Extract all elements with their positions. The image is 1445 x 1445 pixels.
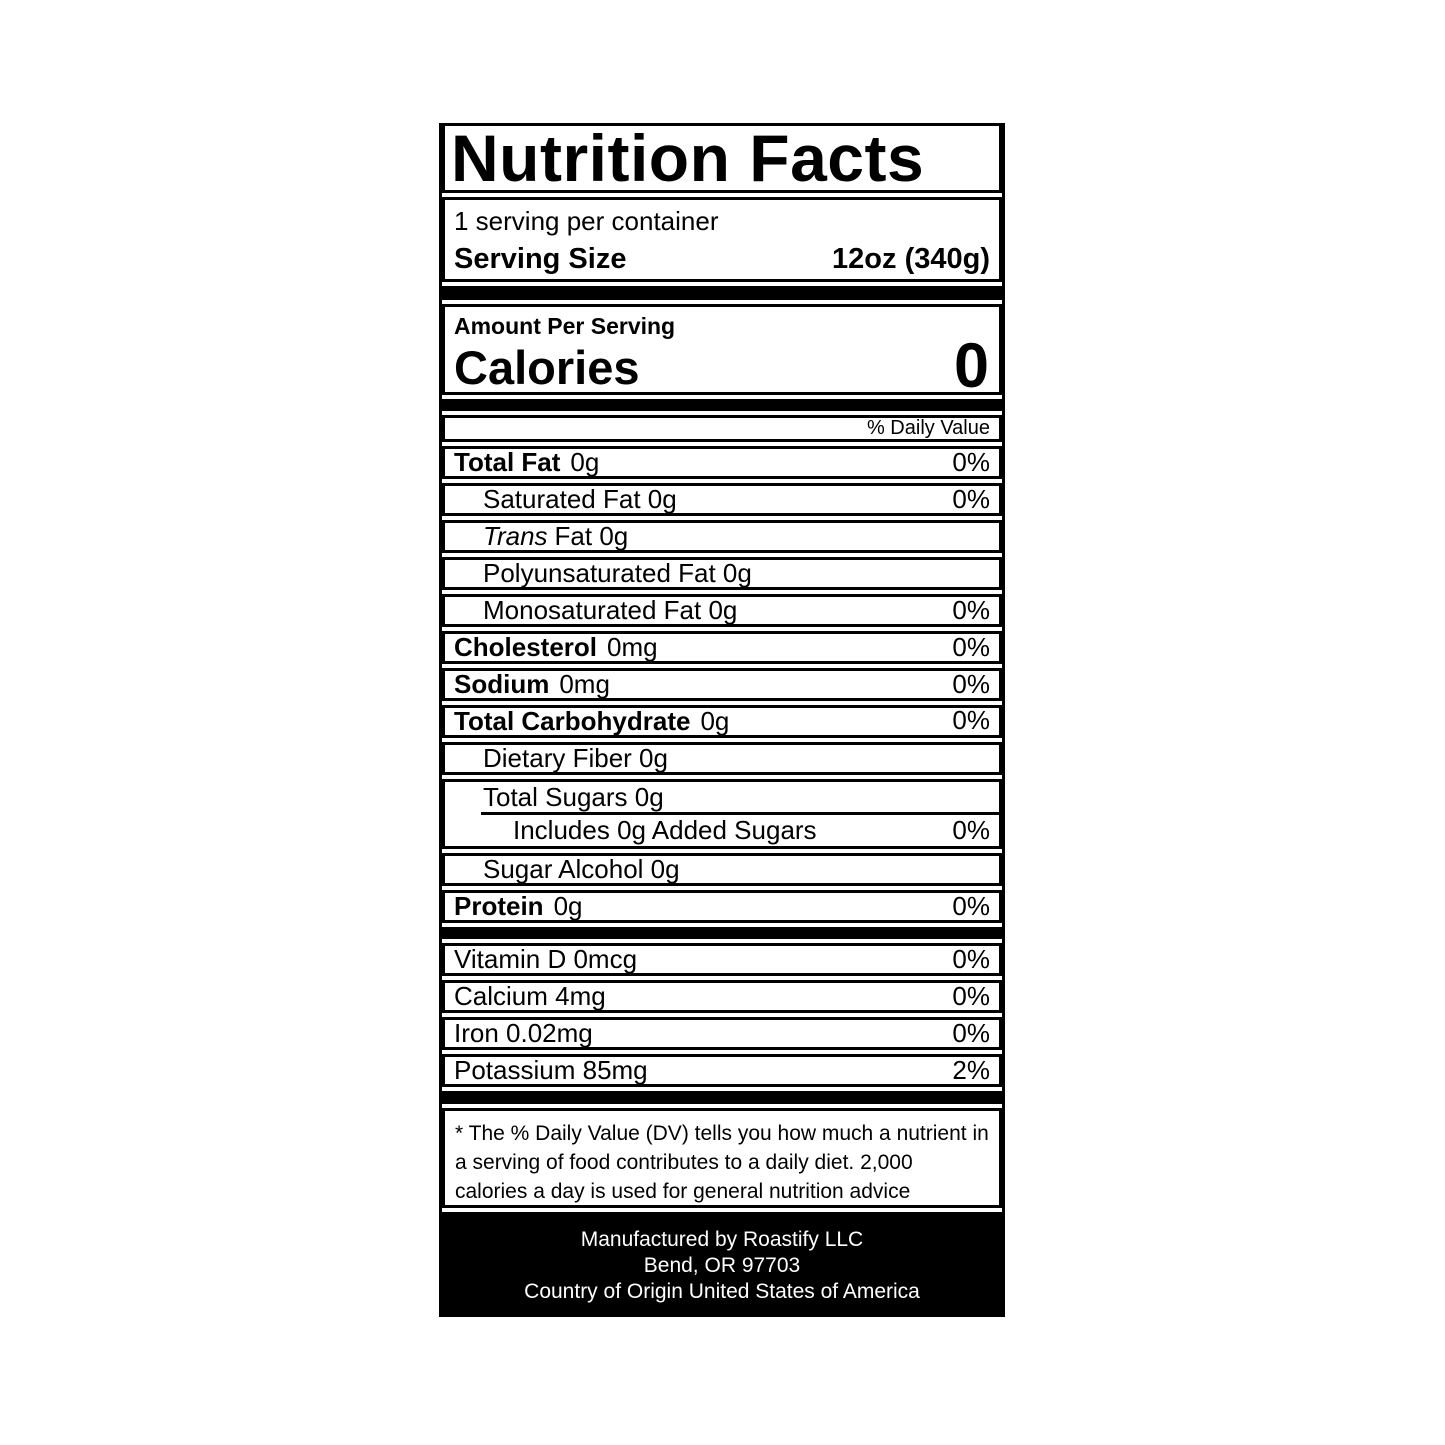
calories-value: 0 [953, 331, 989, 401]
manufacturer-footer: Manufactured by Roastify LLC Bend, OR 97… [442, 1212, 1002, 1317]
country-of-origin: Country of Origin United States of Ameri… [524, 1280, 920, 1303]
nutrient-row-dietary-fiber: Dietary Fiber 0g [442, 742, 1002, 775]
micronutrient-row-calcium: Calcium 4mg 0% [442, 980, 1002, 1013]
nutrient-row-saturated-fat: Saturated Fat 0g 0% [442, 483, 1002, 516]
calories-label: Calories [454, 341, 640, 394]
nutrient-name-italic: Trans [483, 521, 548, 551]
thick-divider [442, 1091, 1002, 1104]
label-title: Nutrition Facts [442, 123, 1002, 193]
nutrient-label: Fat 0g [554, 521, 629, 551]
micronutrient-row-iron: Iron 0.02mg 0% [442, 1017, 1002, 1050]
nutrient-label: Dietary Fiber 0g [483, 743, 668, 773]
nutrition-facts-label: Nutrition Facts 1 serving per container … [439, 123, 1005, 1317]
nutrient-row-monosaturated-fat: Monosaturated Fat 0g 0% [442, 594, 1002, 627]
daily-value: 0% [952, 944, 990, 974]
micronutrient-row-potassium: Potassium 85mg 2% [442, 1054, 1002, 1087]
daily-value: 0% [952, 632, 990, 662]
amount-per-serving-label: Amount Per Serving [454, 313, 676, 339]
daily-value: 2% [952, 1055, 990, 1085]
nutrient-row-sodium: Sodium 0mg 0% [442, 668, 1002, 701]
serving-size-row: Serving Size 12oz (340g) [454, 239, 990, 279]
daily-value: 0% [952, 891, 990, 921]
thick-divider [442, 399, 1002, 411]
nutrient-label: Saturated Fat 0g [483, 484, 677, 514]
nutrient-name: Sodium [454, 669, 550, 699]
nutrient-amount: 0g [700, 706, 730, 736]
daily-value-footnote: * The % Daily Value (DV) tells you how m… [442, 1108, 1002, 1208]
daily-value: 0% [952, 484, 990, 514]
nutrient-label: Vitamin D 0mcg [454, 944, 638, 974]
nutrient-row-protein: Protein 0g 0% [442, 890, 1002, 923]
nutrient-row-cholesterol: Cholesterol 0mg 0% [442, 631, 1002, 664]
nutrient-row-trans-fat: Trans Fat 0g [442, 520, 1002, 553]
nutrient-name: Total Carbohydrate [454, 706, 691, 736]
nutrient-amount: 0mg [559, 669, 610, 699]
micronutrient-row-vitamin-d: Vitamin D 0mcg 0% [442, 943, 1002, 976]
daily-value: 0% [952, 447, 990, 477]
calories-row: Calories 0 [454, 331, 989, 401]
nutrient-name: Protein [454, 891, 544, 921]
nutrient-row-total-carbohydrate: Total Carbohydrate 0g 0% [442, 705, 1002, 738]
daily-value-header: % Daily Value [442, 415, 1002, 442]
nutrient-label: Includes 0g Added Sugars [513, 815, 817, 845]
nutrient-amount: 0g [570, 447, 600, 477]
nutrient-name: Cholesterol [454, 632, 598, 662]
nutrient-label: Polyunsaturated Fat 0g [483, 558, 752, 588]
daily-value: 0% [952, 705, 990, 735]
nutrient-label: Potassium 85mg [454, 1055, 648, 1085]
nutrient-row-polyunsaturated-fat: Polyunsaturated Fat 0g [442, 557, 1002, 590]
nutrient-row-sugars-group: Total Sugars 0g Includes 0g Added Sugars… [442, 779, 1002, 849]
nutrient-row-total-sugars: Total Sugars 0g [454, 782, 990, 812]
nutrient-label: Total Sugars 0g [483, 781, 664, 812]
thick-divider [442, 927, 1002, 939]
nutrient-label: Sugar Alcohol 0g [483, 854, 680, 884]
daily-value: 0% [952, 815, 990, 845]
nutrient-label: Monosaturated Fat 0g [483, 595, 738, 625]
nutrient-amount: 0mg [607, 632, 658, 662]
daily-value: 0% [952, 669, 990, 699]
thick-divider [442, 286, 1002, 300]
nutrient-row-added-sugars: Includes 0g Added Sugars 0% [454, 815, 990, 846]
serving-size-label: Serving Size [454, 243, 627, 275]
nutrient-label: Iron 0.02mg [454, 1018, 593, 1048]
nutrient-amount: 0g [553, 891, 583, 921]
daily-value: 0% [952, 1018, 990, 1048]
indented-divider [481, 812, 999, 815]
nutrient-row-total-fat: Total Fat 0g 0% [442, 446, 1002, 479]
nutrient-row-sugar-alcohol: Sugar Alcohol 0g [442, 853, 1002, 886]
calories-section: Amount Per Serving Calories 0 [442, 304, 1002, 401]
nutrient-name: Total Fat [454, 447, 561, 477]
manufacturer-address: Bend, OR 97703 [643, 1254, 801, 1277]
daily-value: 0% [952, 981, 990, 1011]
serving-section: 1 serving per container Serving Size 12o… [442, 197, 1002, 282]
nutrient-label: Calcium 4mg [454, 981, 606, 1011]
manufacturer-line: Manufactured by Roastify LLC [580, 1228, 864, 1251]
daily-value: 0% [952, 595, 990, 625]
servings-per-container: 1 serving per container [454, 206, 719, 236]
serving-size-value: 12oz (340g) [832, 243, 990, 275]
